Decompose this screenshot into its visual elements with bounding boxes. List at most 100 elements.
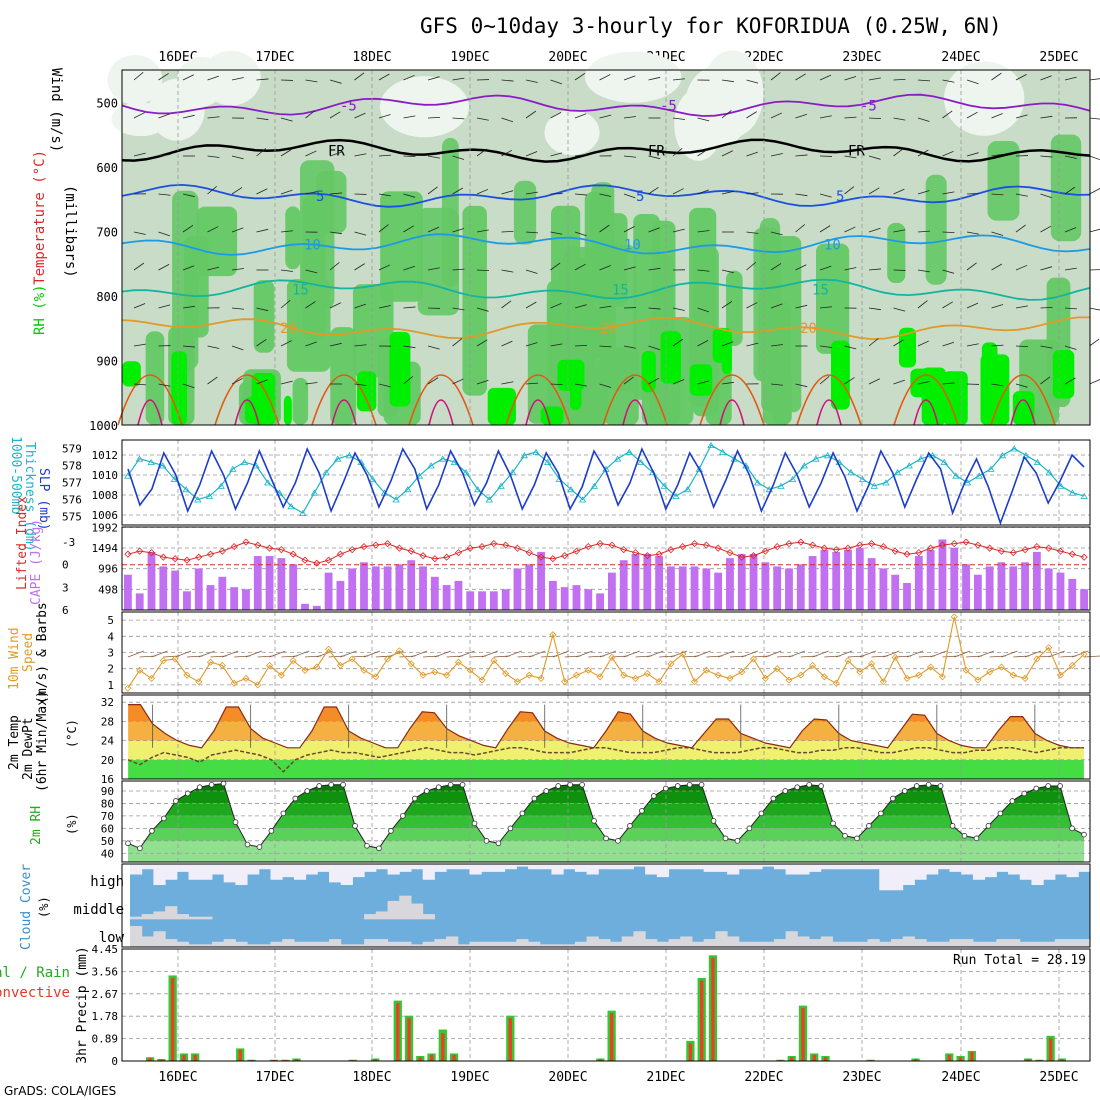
warm-cell-contour	[214, 374, 280, 426]
cape-bar	[749, 553, 758, 610]
cape-bar	[525, 564, 534, 610]
cape-bar	[844, 549, 852, 610]
surface-wind-barb	[694, 650, 711, 658]
li-marker	[395, 544, 403, 552]
wind-marker	[289, 657, 297, 665]
rh-marker	[172, 798, 179, 804]
cloud-low-bar	[223, 939, 236, 947]
wind-barb	[256, 148, 267, 157]
wind-barb	[1089, 379, 1100, 385]
cloud-middle-bar	[188, 916, 201, 920]
wind-barb	[207, 376, 218, 385]
li-marker	[360, 543, 368, 551]
wind-barb	[721, 300, 733, 309]
cloud-high-bar	[364, 864, 377, 872]
slp-tick: 1012	[92, 449, 119, 462]
precip-rain-bar	[970, 1052, 974, 1061]
thickness-marker	[870, 482, 878, 489]
wind-barb	[770, 72, 781, 81]
li-marker	[254, 541, 262, 549]
wind-barb	[158, 113, 170, 119]
li-marker	[348, 546, 356, 554]
cloud-high-bar	[574, 864, 588, 872]
cloud-low-bar	[691, 941, 705, 947]
wind-barb	[329, 192, 342, 195]
cloud-low-bar	[727, 936, 740, 947]
cloud-low-bar	[750, 941, 763, 947]
rh-marker	[435, 784, 442, 791]
cloud-high-bar	[762, 864, 775, 867]
wind-barb	[819, 74, 832, 81]
cape-bar	[442, 585, 451, 610]
cloud-high-bar	[797, 864, 810, 875]
wind-barb	[354, 263, 365, 271]
pressure-tick: 500	[96, 96, 118, 110]
wind-barb	[819, 375, 830, 385]
wind-barb	[917, 190, 930, 195]
wind-barb	[819, 193, 832, 198]
thickness-marker	[695, 465, 704, 472]
cloud-high-bar	[832, 864, 845, 870]
wind-barb	[158, 383, 171, 387]
precip-tick: 2.67	[92, 988, 119, 1001]
top-date-19DEC: 19DEC	[450, 50, 489, 65]
wind-marker	[1080, 650, 1088, 658]
temperature-panel: 16 20 24 28 32	[101, 694, 1091, 786]
wind-barb	[966, 302, 979, 309]
wind-tick: 1	[107, 679, 114, 692]
wind-barb	[868, 307, 881, 311]
wind-marker	[726, 674, 734, 682]
thickness-marker	[567, 486, 575, 493]
cloud-high-bar	[188, 864, 201, 880]
wind-barb	[770, 344, 783, 347]
rh-marker	[686, 781, 693, 788]
isotherm-label: 20	[800, 321, 817, 337]
wind-barb	[795, 113, 808, 119]
wind-marker	[620, 671, 628, 679]
rh-marker	[495, 840, 502, 847]
rh-marker	[232, 819, 239, 825]
rh-marker	[543, 788, 550, 794]
temp-label-2: 2m DewPt	[21, 717, 36, 780]
cloud-low-bar	[188, 944, 201, 947]
rh-saturated-region	[943, 371, 968, 425]
isotherm-label: 10	[624, 237, 641, 253]
wind-barb	[378, 224, 389, 233]
wind-barb	[1089, 117, 1100, 120]
thickness-marker	[369, 475, 377, 482]
wind-barb	[819, 345, 832, 348]
wind-barb	[991, 383, 1004, 387]
wind-barb	[1040, 376, 1051, 385]
thickness-marker	[147, 458, 155, 465]
wind-marker	[1056, 671, 1065, 679]
cape-bar	[336, 580, 345, 610]
cape-tick: 498	[98, 583, 118, 596]
isotherm-20	[121, 316, 1090, 341]
wind-barb	[231, 187, 243, 195]
precip-rain-bar	[272, 1059, 276, 1061]
wind-marker	[478, 676, 486, 684]
rh-tick: 70	[101, 810, 114, 823]
li-marker	[820, 544, 828, 552]
surface-wind-barb	[552, 650, 570, 658]
rh-marker	[316, 783, 322, 789]
wind-barb	[942, 110, 953, 119]
cloud-high-bar	[270, 864, 283, 880]
cloud-low-bar	[305, 941, 318, 947]
wind-barb	[501, 117, 514, 123]
wind-barb	[378, 383, 391, 388]
thickness-marker	[182, 486, 190, 493]
rh-marker	[830, 820, 836, 827]
rh-marker	[411, 795, 418, 802]
cloud-high-bar	[844, 864, 857, 870]
dry-region	[684, 65, 751, 148]
cape-bar	[430, 576, 439, 610]
bottom-date-25DEC: 25DEC	[1039, 1070, 1078, 1085]
wind-barb	[354, 344, 367, 347]
precip-rain-bar	[947, 1054, 951, 1061]
wind-barb	[452, 155, 465, 160]
rh-moist-region	[462, 205, 487, 396]
cape-bar	[643, 553, 652, 610]
wind-marker	[856, 668, 864, 676]
